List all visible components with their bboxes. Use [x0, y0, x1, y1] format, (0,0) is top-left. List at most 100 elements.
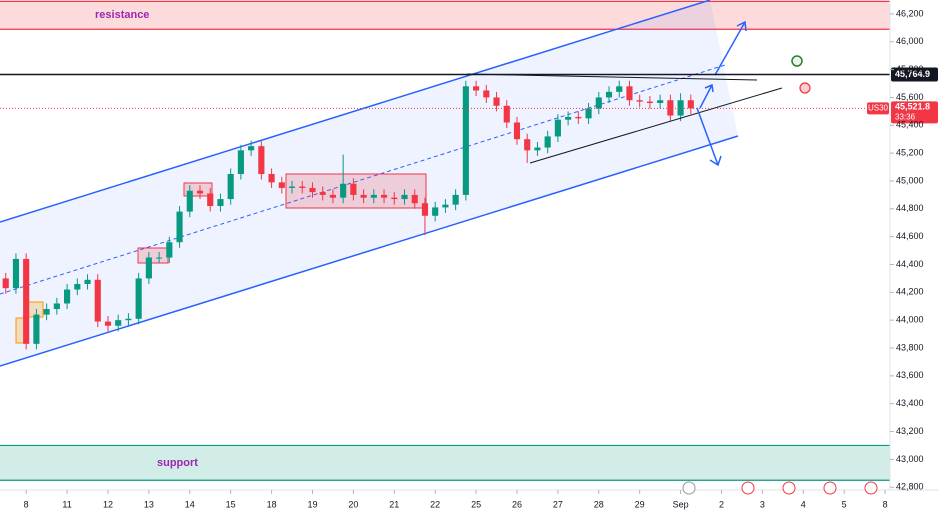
candle-body — [687, 100, 694, 109]
y-tick-label: 45,000 — [896, 175, 924, 185]
candle-body — [350, 183, 357, 195]
y-tick-label: 45,800 — [896, 64, 924, 74]
y-tick-label: 46,000 — [896, 36, 924, 46]
candle-body — [565, 116, 572, 120]
x-tick-label: 18 — [267, 499, 277, 509]
symbol-badge — [867, 102, 889, 115]
candle-body — [524, 139, 531, 151]
candle-body — [340, 183, 347, 198]
resistance-label: resistance — [95, 9, 149, 21]
candle-body — [23, 258, 30, 344]
x-tick-label: 26 — [512, 499, 522, 509]
countdown-label: 33:36 — [895, 112, 916, 121]
arrows — [696, 20, 747, 167]
symbol-label: US30 — [868, 103, 889, 112]
x-tick-label: 19 — [307, 499, 317, 509]
arrow-head — [736, 20, 747, 32]
support-zone — [0, 445, 890, 481]
candle-body — [329, 194, 336, 198]
triangle-lower — [529, 87, 783, 164]
arrow-small — [699, 84, 713, 109]
arrow-head — [709, 155, 722, 167]
candle-body — [115, 320, 122, 326]
y-tick-label: 43,600 — [896, 370, 924, 380]
candle-body — [421, 203, 429, 216]
candle-body — [186, 190, 193, 212]
candle-body — [534, 147, 541, 151]
level-badge — [891, 67, 938, 82]
candle-body — [442, 204, 449, 208]
x-tick-label: 25 — [471, 499, 481, 509]
candle-body — [288, 186, 296, 188]
x-tick-label: 15 — [226, 499, 236, 509]
y-tick-label: 42,800 — [896, 482, 924, 492]
arrow-head — [704, 83, 714, 93]
candle-body — [43, 309, 50, 315]
candle-body — [585, 108, 592, 119]
x-tick-label: 20 — [348, 499, 358, 509]
x-tick-label: 2 — [719, 499, 724, 509]
y-tick-label: 44,800 — [896, 203, 924, 213]
candle-body — [278, 182, 285, 188]
event-icon — [864, 481, 878, 495]
channel-mid — [0, 64, 726, 295]
arrow-up — [714, 21, 746, 76]
candle-body — [33, 314, 40, 344]
candle-body — [237, 150, 244, 175]
candle-body — [53, 303, 60, 310]
candle-body — [513, 122, 521, 140]
support-label: support — [157, 457, 198, 469]
candle-body — [483, 90, 490, 98]
x-tick-label: 13 — [144, 499, 154, 509]
candle-body — [462, 86, 469, 195]
candle-body — [677, 100, 684, 116]
y-tick-label: 44,400 — [896, 259, 924, 269]
candle-body — [207, 193, 214, 207]
channel-upper — [0, 0, 711, 223]
candle-body — [145, 257, 152, 279]
y-tick-label: 45,200 — [896, 148, 924, 158]
candle-body — [309, 187, 316, 193]
event-icon — [741, 481, 755, 495]
event-icon — [823, 481, 837, 495]
marker-red — [799, 82, 811, 94]
x-tick-label: 5 — [842, 499, 847, 509]
y-tick-label: 45,400 — [896, 120, 924, 130]
candle-body — [432, 207, 439, 216]
y-tick-label: 43,200 — [896, 426, 924, 436]
x-tick-label: 27 — [553, 499, 563, 509]
candle-body — [268, 174, 275, 183]
y-tick-label: 43,000 — [896, 454, 924, 464]
resistance-zone — [0, 1, 890, 30]
candle-body — [657, 100, 664, 104]
candle-body — [74, 283, 81, 290]
x-tick-label: 8 — [24, 499, 29, 509]
candle-body — [380, 194, 388, 198]
candle-body — [166, 242, 173, 258]
candle-body — [12, 258, 20, 289]
y-tick-label: 44,000 — [896, 315, 924, 325]
y-tick-label: 43,400 — [896, 398, 924, 408]
x-tick-label: 3 — [760, 499, 765, 509]
candle-body — [319, 192, 326, 195]
candle-body — [104, 321, 112, 326]
candle-body — [626, 86, 633, 101]
x-tick-label: 21 — [389, 499, 399, 509]
x-tick-label: 29 — [635, 499, 645, 509]
y-tick-label: 44,200 — [896, 287, 924, 297]
candle-body — [554, 119, 561, 137]
candle-body — [391, 197, 398, 200]
candle-body — [360, 194, 367, 198]
candle-body — [217, 199, 224, 207]
channel-fill — [0, 0, 738, 366]
x-tick-label: 28 — [594, 499, 604, 509]
candle-body — [196, 190, 204, 194]
x-tick-label: Sep — [673, 499, 689, 509]
candle-body — [125, 318, 132, 321]
x-tick-label: 12 — [103, 499, 113, 509]
candle-body — [646, 101, 653, 104]
candle-body — [248, 146, 255, 151]
candle-body — [84, 279, 91, 284]
candle-body — [176, 211, 183, 243]
channel-lower — [0, 135, 739, 367]
